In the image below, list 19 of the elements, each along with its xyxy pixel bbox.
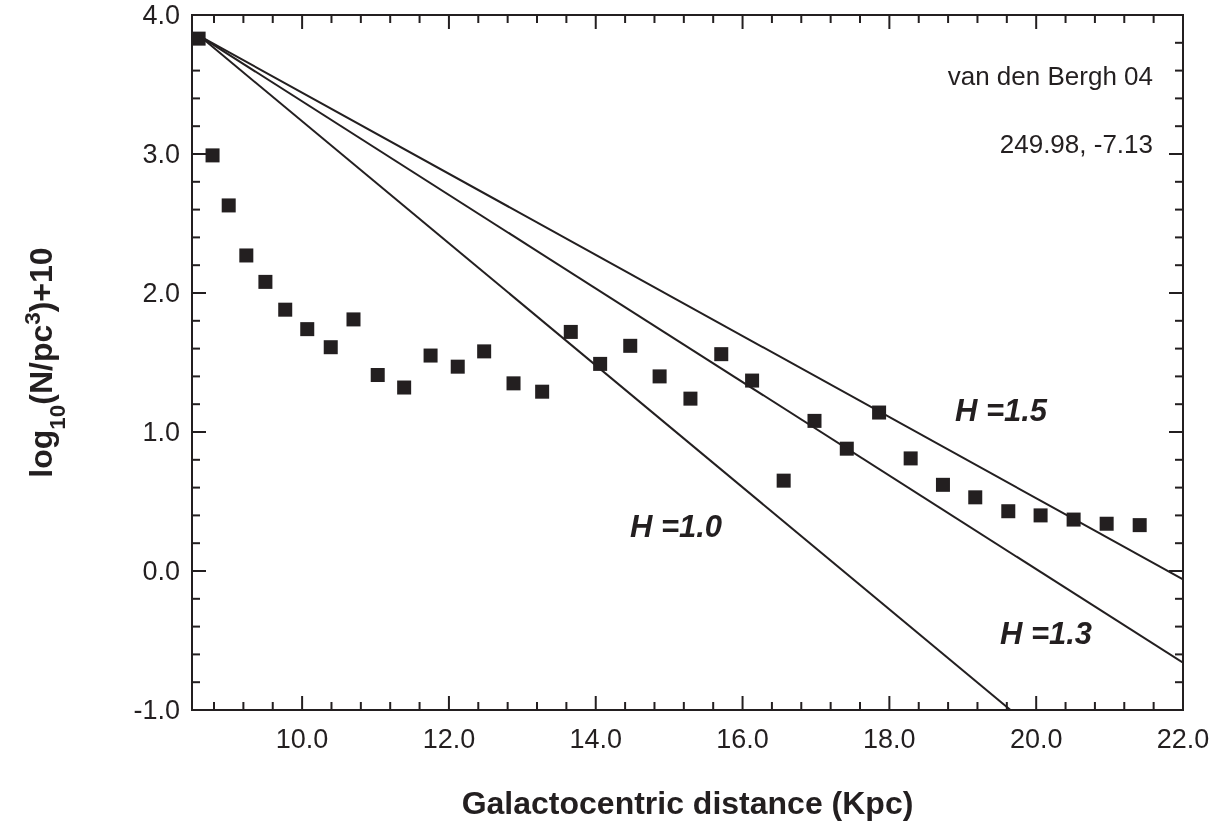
x-tick-label: 22.0	[1156, 724, 1210, 754]
y-tick-label: 0.0	[142, 556, 180, 587]
y-tick-label: -1.0	[133, 695, 180, 726]
y-tick-label: 1.0	[142, 417, 180, 448]
y-tick-label: 3.0	[142, 139, 180, 170]
x-tick-label: 16.0	[716, 724, 769, 754]
annotation: 249.98, -7.13	[999, 129, 1153, 159]
x-axis-title: Galactocentric distance (Kpc)	[461, 785, 914, 821]
annotation: H =1.3	[999, 615, 1093, 651]
y-tick-label: 4.0	[142, 0, 180, 31]
x-tick-label: 14.0	[569, 724, 623, 754]
x-tick-label: 20.0	[1009, 724, 1063, 754]
annotation: H =1.0	[629, 508, 723, 544]
y-tick-label: 2.0	[142, 278, 180, 309]
annotation: van den Bergh 04	[947, 61, 1153, 91]
x-tick-label: 12.0	[422, 724, 476, 754]
x-tick-label: 10.0	[275, 724, 329, 754]
x-tick-label: 18.0	[863, 724, 916, 754]
annotation: H =1.5	[954, 392, 1048, 428]
